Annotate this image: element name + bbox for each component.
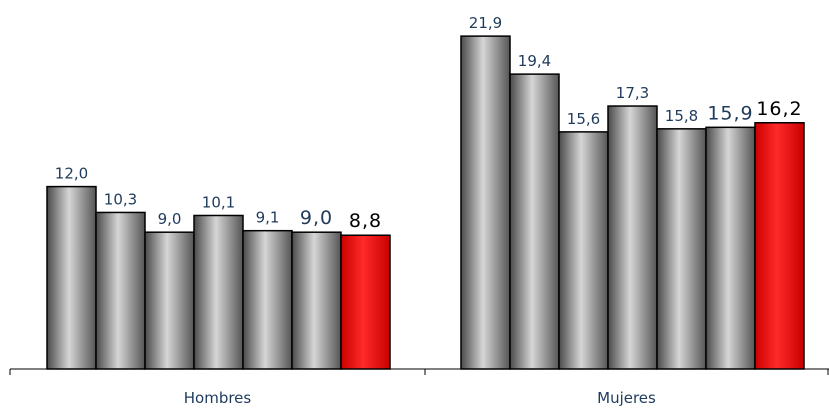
data-label-mujeres-7: 16,2 <box>756 98 802 120</box>
data-label-hombres-1: 12,0 <box>55 165 88 183</box>
bar-mujeres-2 <box>509 73 560 370</box>
bar-hombres-5 <box>242 229 293 370</box>
bar-hombres-3 <box>144 231 195 370</box>
bar-mujeres-5 <box>656 128 707 370</box>
x-tick-label-hombres: Hombres <box>184 389 252 407</box>
bar-hombres-1 <box>46 185 97 370</box>
data-label-hombres-7: 8,8 <box>349 210 382 232</box>
bar-mujeres-7 <box>754 122 805 370</box>
data-label-mujeres-3: 15,6 <box>567 110 600 128</box>
data-label-mujeres-2: 19,4 <box>518 52 551 70</box>
x-tick-label-mujeres: Mujeres <box>597 389 656 407</box>
bar-hombres-7 <box>340 234 391 370</box>
bar-hombres-6 <box>291 231 342 370</box>
x-axis <box>9 368 829 375</box>
data-label-hombres-4: 10,1 <box>202 193 235 211</box>
bar-mujeres-3 <box>558 131 609 370</box>
data-label-mujeres-1: 21,9 <box>469 14 502 32</box>
data-label-hombres-2: 10,3 <box>104 190 137 208</box>
data-label-hombres-3: 9,0 <box>158 210 182 228</box>
bar-mujeres-1 <box>460 35 511 370</box>
data-label-hombres-6: 9,0 <box>300 207 333 229</box>
bar-mujeres-4 <box>607 105 658 370</box>
data-label-hombres-5: 9,1 <box>256 209 280 227</box>
data-label-mujeres-6: 15,9 <box>707 102 753 124</box>
data-label-mujeres-4: 17,3 <box>616 84 649 102</box>
bar-hombres-4 <box>193 214 244 370</box>
data-label-mujeres-5: 15,8 <box>665 107 698 125</box>
bar-mujeres-6 <box>705 126 756 370</box>
bar-hombres-2 <box>95 211 146 370</box>
